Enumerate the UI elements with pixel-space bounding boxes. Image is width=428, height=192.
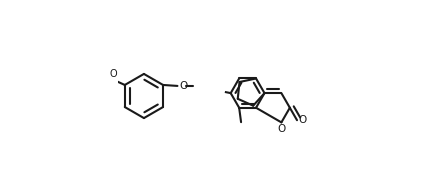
Text: O: O bbox=[110, 69, 117, 79]
Text: O: O bbox=[179, 81, 187, 91]
Text: O: O bbox=[298, 115, 306, 125]
Text: O: O bbox=[277, 124, 285, 134]
